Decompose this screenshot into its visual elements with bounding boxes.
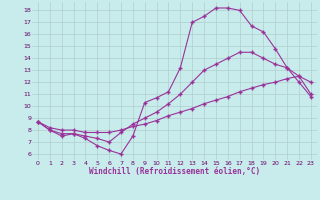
X-axis label: Windchill (Refroidissement éolien,°C): Windchill (Refroidissement éolien,°C): [89, 167, 260, 176]
